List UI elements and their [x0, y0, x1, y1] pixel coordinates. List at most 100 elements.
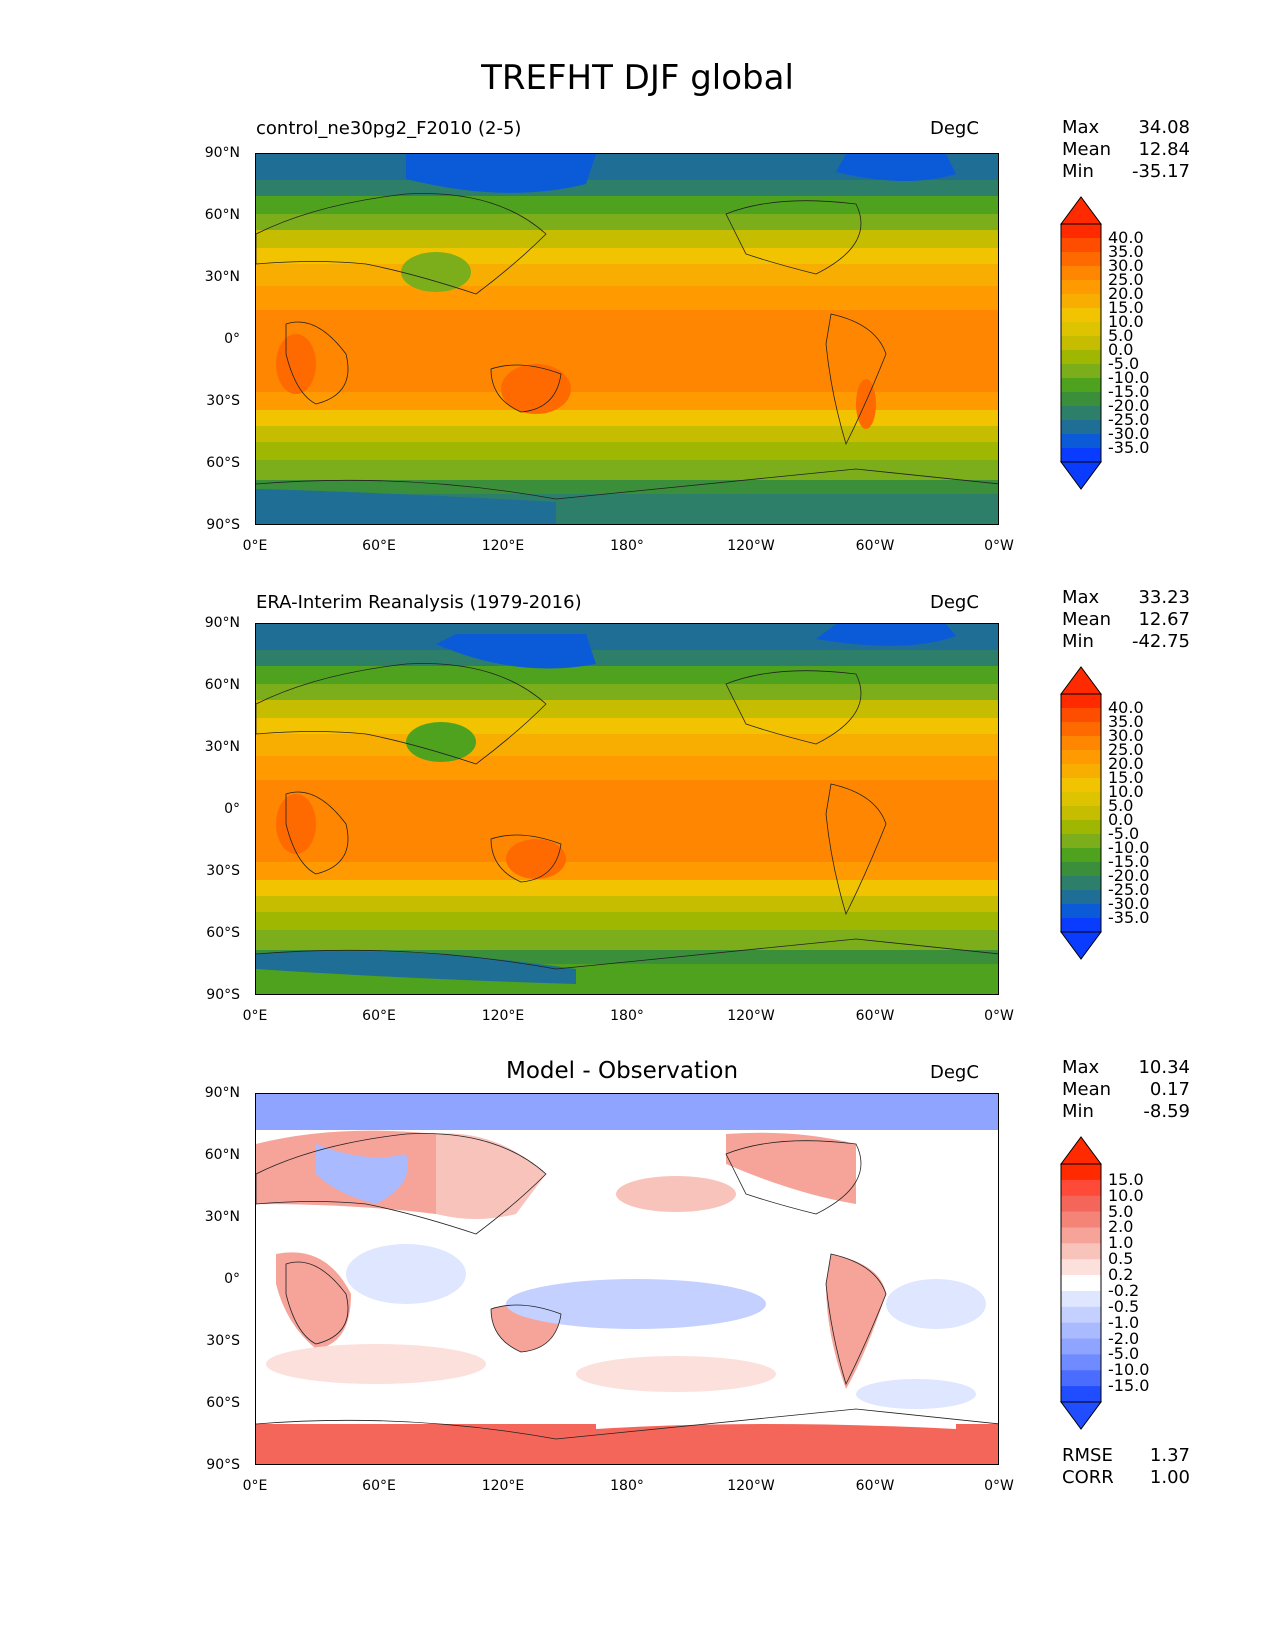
colorbar-swatch — [1061, 392, 1101, 407]
colorbar-tick-label: -10.0 — [1108, 1360, 1150, 1380]
colorbar-tick-label: -2.0 — [1108, 1328, 1140, 1348]
colorbar-tick-label: -10.0 — [1108, 838, 1150, 857]
colorbar-tick-label: -15.0 — [1108, 852, 1150, 871]
lat-tick: 90°N — [204, 145, 240, 161]
stat-min-value: -42.75 — [1131, 631, 1190, 652]
stat-mean-label: Mean — [1062, 609, 1112, 630]
colorbar-tick-label: -35.0 — [1108, 438, 1150, 457]
panel-1-stats: Max 34.08 Mean 12.84 Min -35.17 — [1062, 117, 1190, 183]
colorbar-tick-label: 5.0 — [1108, 796, 1134, 815]
colorbar-outline — [1060, 1163, 1102, 1403]
colorbar-swatch — [1061, 1386, 1101, 1403]
colorbar-swatch — [1061, 792, 1101, 807]
lon-tick: 0°W — [984, 1478, 1014, 1494]
panel-2-title: ERA-Interim Reanalysis (1979-2016) — [256, 592, 582, 613]
lat-tick: 30°N — [204, 1209, 240, 1225]
colorbar-tick-label: 5.0 — [1108, 326, 1134, 345]
difference-field — [256, 1094, 998, 1464]
panel-2-units: DegC — [930, 592, 979, 613]
colorbar-swatch — [1061, 1290, 1101, 1308]
stat-min-label: Min — [1062, 1101, 1094, 1122]
colorbar-tick-label: -0.2 — [1108, 1280, 1140, 1300]
colorbar-tick-label: -1.0 — [1108, 1312, 1140, 1332]
panel-3-colorbar — [1060, 1136, 1102, 1430]
colorbar-swatch — [1061, 322, 1101, 337]
colorbar-tick-label: 5.0 — [1108, 1201, 1134, 1221]
panel-1-units: DegC — [930, 118, 979, 139]
colorbar-over-extension — [1060, 196, 1102, 225]
lon-tick: 60°W — [855, 1478, 895, 1494]
colorbar-swatch — [1061, 764, 1101, 779]
colorbar-swatch — [1061, 224, 1101, 239]
colorbar-under-extension — [1060, 931, 1102, 960]
colorbar-swatch — [1061, 820, 1101, 835]
colorbar-swatch — [1061, 778, 1101, 793]
colorbar-tick-label: -15.0 — [1108, 1376, 1150, 1396]
lat-tick: 90°S — [206, 987, 240, 1003]
colorbar-tick-label: 25.0 — [1108, 270, 1144, 289]
colorbar-swatch — [1061, 1275, 1101, 1292]
lon-tick: 180° — [610, 538, 644, 554]
colorbar-swatch — [1061, 848, 1101, 863]
panel-2-stats: Max 33.23 Mean 12.67 Min -42.75 — [1062, 587, 1190, 653]
lon-tick: 0°E — [242, 538, 268, 554]
lon-tick: 60°E — [362, 1008, 396, 1024]
colorbar-tick-label: -5.0 — [1108, 824, 1140, 843]
lon-tick: 60°E — [362, 538, 396, 554]
lat-tick: 60°N — [204, 677, 240, 693]
stat-min-value: -8.59 — [1143, 1101, 1190, 1122]
lon-tick: 0°W — [984, 1008, 1014, 1024]
colorbar-swatch — [1061, 266, 1101, 281]
stat-mean-value: 12.67 — [1138, 609, 1190, 630]
colorbar-tick-label: 0.2 — [1108, 1265, 1134, 1285]
panel-3-metrics: RMSE 1.37 CORR 1.00 — [1062, 1445, 1190, 1489]
lon-tick: 0°E — [242, 1008, 268, 1024]
colorbar-tick-label: 0.0 — [1108, 810, 1134, 829]
lat-tick: 90°S — [206, 517, 240, 533]
stat-mean-value: 12.84 — [1138, 139, 1190, 160]
colorbar-swatch — [1061, 1164, 1101, 1181]
colorbar-swatch — [1061, 364, 1101, 379]
colorbar-swatch — [1061, 806, 1101, 821]
colorbar-swatch — [1061, 918, 1101, 933]
colorbar-tick-label: 15.0 — [1108, 1169, 1144, 1189]
lon-tick: 120°W — [727, 1478, 775, 1494]
colorbar-swatch — [1061, 1243, 1101, 1260]
lat-tick: 90°S — [206, 1457, 240, 1473]
colorbar-swatch — [1061, 406, 1101, 421]
lon-tick: 120°E — [481, 1008, 525, 1024]
lat-tick: 60°N — [204, 1147, 240, 1163]
colorbar-tick-label: 15.0 — [1108, 768, 1144, 787]
lat-tick: 90°N — [204, 1085, 240, 1101]
colorbar-swatch — [1061, 434, 1101, 449]
lat-tick: 30°N — [204, 269, 240, 285]
lon-tick: 60°E — [362, 1478, 396, 1494]
stat-max-label: Max — [1062, 587, 1100, 608]
lon-tick: 0°E — [242, 1478, 268, 1494]
lat-tick: 30°S — [206, 1333, 240, 1349]
lon-tick: 120°W — [727, 538, 775, 554]
colorbar-tick-label: 10.0 — [1108, 1185, 1144, 1205]
colorbar-swatch — [1061, 350, 1101, 365]
colorbar-swatch — [1061, 904, 1101, 919]
colorbar-tick-label: 10.0 — [1108, 312, 1144, 331]
colorbar-tick-label: 2.0 — [1108, 1217, 1134, 1237]
panel-2-map — [255, 623, 999, 995]
colorbar-swatch — [1061, 378, 1101, 393]
colorbar-tick-label: 35.0 — [1108, 242, 1144, 261]
colorbar-swatch — [1061, 308, 1101, 323]
colorbar-tick-label: 25.0 — [1108, 740, 1144, 759]
lat-tick: 60°S — [206, 1395, 240, 1411]
colorbar-swatch — [1061, 1306, 1101, 1324]
stat-min-label: Min — [1062, 631, 1094, 652]
colorbar-tick-label: 10.0 — [1108, 782, 1144, 801]
colorbar-tick-label: -15.0 — [1108, 382, 1150, 401]
panel-3-title: Model - Observation — [506, 1058, 739, 1084]
stat-min-label: Min — [1062, 161, 1094, 182]
colorbar-swatch — [1061, 1322, 1101, 1340]
colorbar-tick-label: -10.0 — [1108, 368, 1150, 387]
lat-tick: 60°S — [206, 455, 240, 471]
colorbar-tick-label: 35.0 — [1108, 712, 1144, 731]
colorbar-swatch — [1061, 420, 1101, 435]
stat-max-value: 33.23 — [1138, 587, 1190, 608]
